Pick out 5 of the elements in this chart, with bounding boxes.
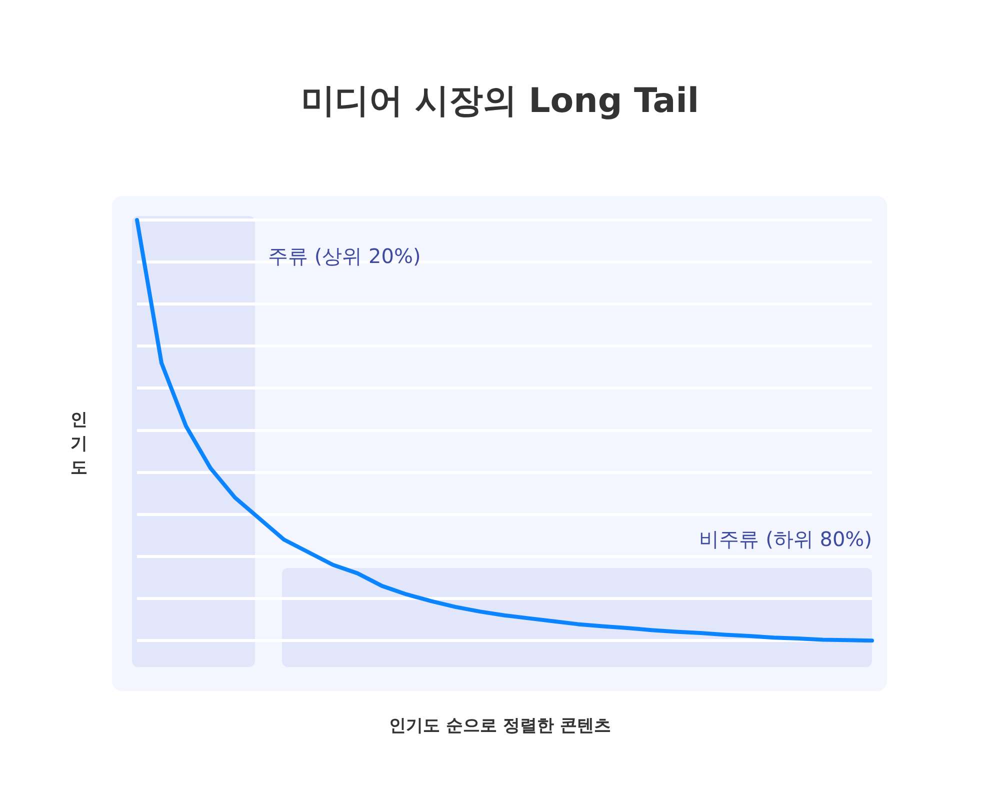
chart-title: 미디어 시장의 Long Tail (300, 80, 700, 123)
x-axis-title: 인기도 순으로 정렬한 콘텐츠 (388, 715, 612, 737)
annotation: 주류 (상위 20%) (268, 243, 421, 270)
y-axis-title: 인기도 (70, 409, 88, 480)
annotation: 비주류 (하위 80%) (699, 526, 872, 553)
